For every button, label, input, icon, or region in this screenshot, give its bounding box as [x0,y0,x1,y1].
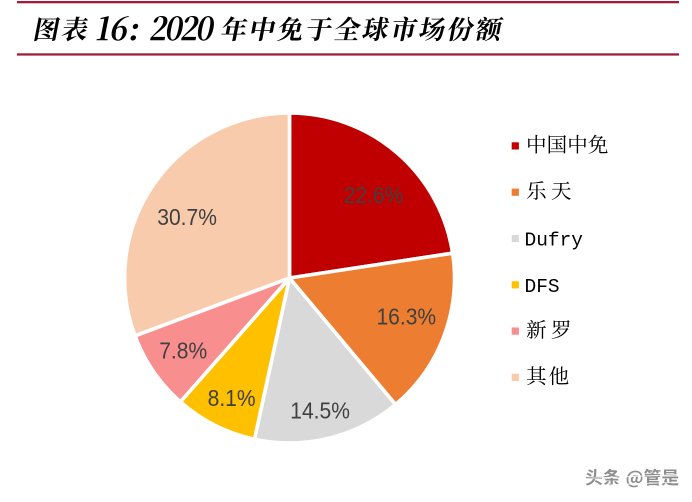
svg-text:22.6%: 22.6% [344,182,404,208]
svg-text:Dufry: Dufry [525,230,584,252]
svg-text:14.5%: 14.5% [290,398,350,424]
svg-text:16.3%: 16.3% [376,303,436,329]
svg-text:8.1%: 8.1% [208,385,256,411]
svg-text:DFS: DFS [525,276,560,298]
svg-text:7.8%: 7.8% [159,337,207,363]
svg-text:30.7%: 30.7% [157,204,217,230]
